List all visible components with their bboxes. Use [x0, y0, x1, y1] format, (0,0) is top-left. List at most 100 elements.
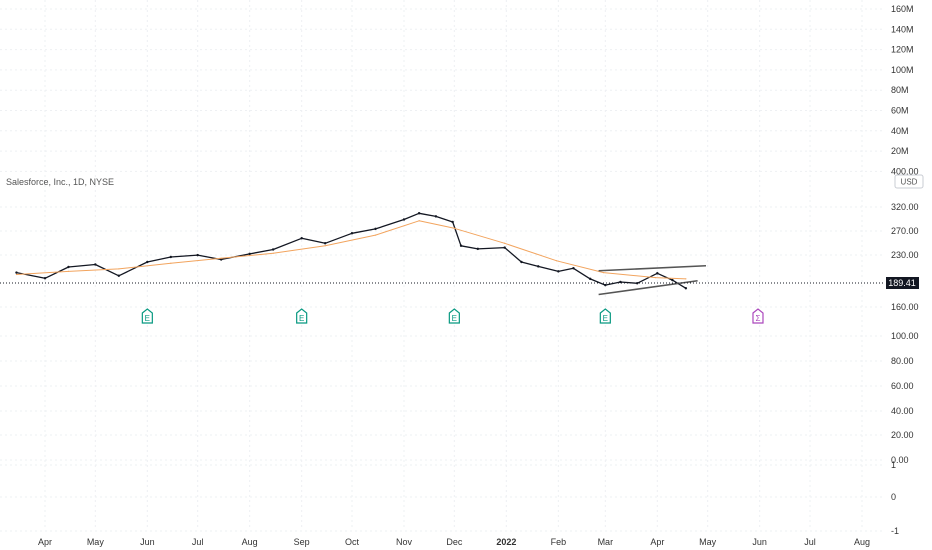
time-axis-tick-label: Aug [242, 537, 258, 547]
price-point [300, 237, 303, 240]
trendline[interactable] [598, 264, 707, 272]
ma-point [504, 242, 506, 244]
price-point [557, 270, 560, 273]
price-axis-tick-label: 0.00 [891, 455, 909, 465]
price-axis-tick-label: 320.00 [891, 202, 919, 212]
price-axis-tick-label: 40.00 [891, 406, 914, 416]
ma-point [655, 277, 657, 279]
price-axis-tick-label: 60.00 [891, 381, 914, 391]
event-marker-symbol: E [603, 314, 608, 323]
ma-point [418, 220, 420, 222]
price-point [43, 277, 47, 280]
time-axis-tick-label: Apr [38, 537, 52, 547]
price-point [589, 277, 592, 281]
last-price-badge [886, 277, 919, 289]
ma-point [220, 257, 222, 259]
price-point [117, 274, 121, 277]
time-axis-tick-label: Aug [854, 537, 870, 547]
time-axis-tick-label: Apr [650, 537, 664, 547]
price-point [417, 212, 421, 215]
earnings-marker[interactable]: E [448, 308, 460, 324]
last-price-label: 189.41 [888, 278, 916, 288]
ma-point [170, 262, 172, 264]
time-axis-tick-label: Dec [446, 537, 463, 547]
trendline-layer[interactable] [598, 264, 707, 296]
time-axis-tick-label: Jun [140, 537, 155, 547]
price-point [520, 260, 523, 264]
event-marker-symbol: Σ [756, 314, 761, 323]
price-axis-tick-label: 20.00 [891, 430, 914, 440]
price-point [219, 258, 223, 261]
price-point [67, 265, 70, 269]
price-point [671, 278, 674, 282]
price-point [146, 260, 149, 264]
price-axis-tick-label: 40M [891, 126, 909, 136]
event-marker-shape [752, 308, 764, 324]
ma-point [118, 268, 120, 270]
price-axis-tick-label: 140M [891, 24, 914, 34]
price-point [537, 265, 540, 268]
price-point [271, 248, 275, 251]
price-axis-tick-label: 270.00 [891, 226, 919, 236]
earnings-marker[interactable]: E [599, 308, 611, 324]
ma-point [374, 234, 377, 236]
price-axis-tick-label: 100M [891, 65, 914, 75]
price-axis-tick-label: 230.00 [891, 250, 919, 260]
price-axis-tick-label: -1 [891, 526, 899, 536]
price-axis-tick-label: 120M [891, 45, 914, 55]
currency-button[interactable] [894, 174, 924, 189]
ma-point [324, 245, 326, 247]
ma-point [67, 270, 70, 272]
dividend-marker[interactable]: Σ [752, 308, 764, 324]
currency-button-label[interactable]: USD [901, 178, 918, 187]
time-axis-tick-label: Nov [396, 537, 413, 547]
price-point [169, 255, 173, 259]
price-axis-tick-label: 20M [891, 146, 909, 156]
grid [0, 0, 884, 532]
time-axis-tick-label: 2022 [496, 537, 516, 547]
chart-title: Salesforce, Inc., 1D, NYSE [6, 177, 114, 187]
ma-point [15, 273, 18, 276]
price-axis-tick-label: 160M [891, 4, 914, 14]
earnings-marker[interactable]: E [296, 308, 308, 324]
price-axis-tick-label: 80M [891, 85, 909, 95]
time-axis-tick-label: Mar [598, 537, 614, 547]
time-axis-tick-label: Jul [804, 537, 816, 547]
event-marker-shape [141, 308, 153, 324]
event-marker-symbol: E [452, 314, 457, 323]
price-scale[interactable]: 160M 140M 120M 100M 80M 60M 40M 20M 400.00 320.00… [891, 4, 919, 536]
event-marker-shape [296, 308, 308, 324]
price-point [323, 242, 327, 245]
price-axis-tick-label: 100.00 [891, 331, 919, 341]
price-series-line [16, 212, 687, 289]
time-axis-tick-label: Sep [294, 537, 310, 547]
ma-point [685, 278, 687, 280]
earnings-marker[interactable]: E [141, 308, 153, 324]
time-axis-tick-label: Jun [752, 537, 767, 547]
event-marker-symbol: E [299, 314, 304, 323]
price-axis-tick-label: 160.00 [891, 302, 919, 312]
price-point [451, 220, 454, 224]
event-marker-shape [599, 308, 611, 324]
time-axis-tick-label: Feb [551, 537, 567, 547]
time-scale[interactable]: Apr May Jun Jul Aug Sep Oct Nov Dec 2022 Feb Mar Apr… [38, 537, 870, 547]
price-axis-tick-label: 60M [891, 106, 909, 116]
price-point [374, 227, 377, 231]
moving-average-line [16, 220, 686, 280]
event-marker-symbol: E [145, 314, 150, 323]
ma-point [272, 252, 274, 254]
series-layer [15, 212, 688, 290]
price-point [656, 272, 659, 275]
ma-point [453, 227, 455, 229]
price-axis-tick-label: 0 [891, 492, 896, 502]
price-axis-tick-label: 400.00 [891, 166, 919, 176]
price-point [476, 247, 480, 251]
price-point [684, 287, 688, 290]
price-point [572, 267, 575, 270]
price-point [350, 232, 354, 235]
price-axis-tick-label: 1 [891, 460, 896, 470]
price-point [248, 252, 251, 256]
time-axis-tick-label: Jul [192, 537, 204, 547]
